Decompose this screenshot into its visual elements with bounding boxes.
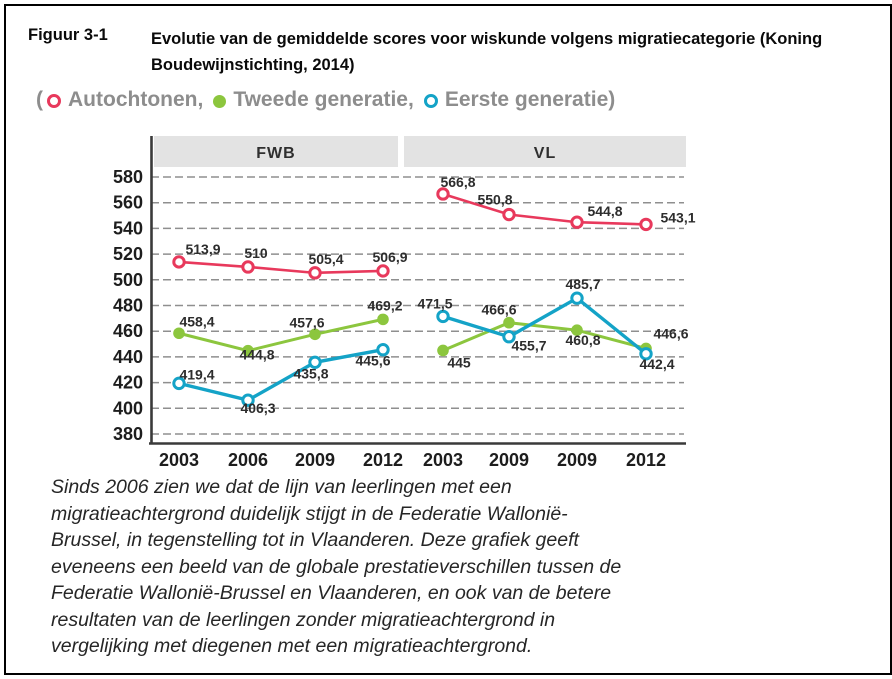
data-label: 419,4 — [179, 366, 214, 382]
data-point — [571, 324, 583, 336]
data-label: 455,7 — [511, 338, 546, 354]
legend-open-paren: ( — [36, 88, 43, 111]
figure-label: Figuur 3-1 — [28, 26, 108, 44]
x-axis-tick-label: 2012 — [626, 450, 666, 470]
y-axis-tick-label: 520 — [113, 244, 143, 264]
data-label: 444,8 — [239, 347, 274, 363]
x-axis-tick-label: 2012 — [363, 450, 403, 470]
x-axis-tick-label: 2003 — [159, 450, 199, 470]
data-label: 458,4 — [179, 313, 214, 329]
data-label: 505,4 — [308, 251, 343, 267]
series-line — [178, 317, 384, 353]
data-point — [376, 264, 390, 278]
panel-header — [154, 136, 398, 167]
data-label: 466,6 — [481, 302, 516, 318]
data-point — [242, 344, 254, 357]
y-axis-tick-label: 560 — [113, 193, 143, 213]
data-point — [570, 215, 584, 229]
data-label: 446,6 — [653, 325, 688, 341]
x-axis-tick-label: 2006 — [228, 450, 268, 470]
x-axis-tick-label: 2009 — [489, 450, 529, 470]
data-point — [639, 347, 653, 361]
x-axis-tick-label: 2009 — [557, 450, 597, 470]
data-label: 460,8 — [565, 332, 600, 348]
data-label: 513,9 — [185, 241, 220, 257]
data-point — [436, 309, 450, 324]
data-point — [639, 217, 653, 232]
data-label: 445 — [447, 354, 471, 370]
data-point — [437, 344, 449, 357]
y-axis-tick-label: 400 — [113, 398, 143, 418]
figure-title: Evolutie van de gemiddelde scores voor w… — [151, 30, 823, 74]
data-point — [377, 313, 389, 326]
y-axis-tick-label: 460 — [113, 321, 143, 341]
y-axis-tick-label: 440 — [113, 347, 143, 367]
y-axis-tick-label: 480 — [113, 296, 143, 316]
math-scores-line-chart: FWB VL 580 560 540 520 500 480 460 440 420 400 380 20… — [113, 136, 696, 470]
series-line — [442, 192, 647, 226]
legend-item-eerste-generatie: Eerste generatie) — [444, 88, 616, 111]
data-point — [241, 260, 255, 274]
data-label: 471,5 — [417, 295, 452, 311]
chart-legend: ( Autochtonen, Tweede generatie, Eerste … — [36, 88, 621, 112]
data-label: 445,6 — [355, 353, 390, 369]
data-label: 435,8 — [293, 365, 328, 381]
data-point — [502, 207, 516, 222]
legend-item-autochtonen: Autochtonen, — [68, 88, 204, 111]
eerste-generatie-marker-icon — [423, 94, 438, 108]
tweede-generatie-marker-icon — [213, 94, 227, 108]
data-label: 485,7 — [565, 276, 600, 292]
series-line — [442, 321, 647, 352]
data-point — [309, 328, 321, 341]
data-label: 543,1 — [660, 209, 695, 225]
y-axis-tick-label: 420 — [113, 373, 143, 393]
y-axis-tick-label: 380 — [113, 424, 143, 444]
data-label: 550,8 — [477, 192, 512, 208]
panel-header-label: FWB — [256, 145, 295, 162]
data-label: 566,8 — [440, 174, 475, 190]
series-line — [178, 260, 384, 275]
document-page: Figuur 3-1 Evolutie van de gemiddelde sc… — [4, 4, 892, 675]
y-axis-tick-label: 580 — [113, 167, 143, 187]
data-point — [173, 327, 185, 340]
data-label: 457,6 — [289, 314, 324, 330]
data-label: 442,4 — [639, 356, 674, 372]
figure-caption: Figuur 3-1 Evolutie van de gemiddelde sc… — [28, 26, 874, 78]
x-axis-tick-label: 2009 — [295, 450, 335, 470]
panel-header — [404, 136, 686, 167]
data-point — [503, 316, 515, 329]
data-point — [241, 393, 255, 407]
data-point — [502, 330, 516, 344]
data-label: 510 — [244, 245, 268, 261]
autochtonen-marker-icon — [47, 94, 61, 108]
panel-header-label: VL — [534, 145, 556, 162]
data-point — [172, 376, 186, 391]
data-point — [376, 343, 390, 357]
y-axis-tick-label: 540 — [113, 218, 143, 238]
caption-paragraph: Sinds 2006 zien we dat de lijn van leerl… — [51, 476, 622, 657]
x-axis-tick-label: 2003 — [423, 450, 463, 470]
y-axis-tick-label: 500 — [113, 270, 143, 290]
legend-item-tweede-generatie: Tweede generatie, — [233, 88, 414, 111]
data-point — [172, 255, 186, 269]
data-point — [436, 187, 450, 201]
data-point — [308, 266, 322, 280]
data-label: 406,3 — [240, 400, 275, 416]
data-label: 469,2 — [367, 297, 402, 313]
data-point — [308, 355, 322, 369]
data-point — [570, 291, 584, 305]
data-label: 506,9 — [372, 249, 407, 265]
data-label: 544,8 — [587, 203, 622, 219]
series-line — [442, 296, 648, 356]
series-line — [178, 348, 384, 403]
